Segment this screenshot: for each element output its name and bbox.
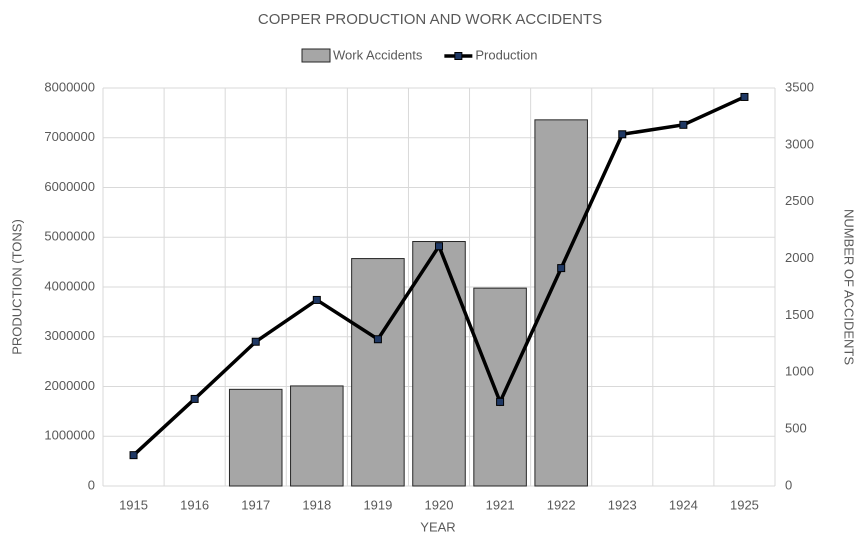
line-marker xyxy=(679,120,688,129)
y-tick-label: 0 xyxy=(88,477,95,492)
y-tick-label: 6000000 xyxy=(44,179,95,194)
y2-tick-label: 0 xyxy=(785,477,792,492)
bar xyxy=(412,241,466,487)
line-marker xyxy=(618,130,627,139)
legend-label: Production xyxy=(475,47,537,62)
legend-marker xyxy=(454,52,463,60)
y2-tick-label: 1000 xyxy=(785,364,814,379)
legend-swatch xyxy=(301,48,331,63)
x-tick-label: 1918 xyxy=(302,497,331,512)
y-tick-label: 5000000 xyxy=(44,229,95,244)
x-tick-label: 1915 xyxy=(119,497,148,512)
line-marker xyxy=(190,394,199,403)
y2-tick-label: 2000 xyxy=(785,250,814,265)
y-tick-label: 3000000 xyxy=(44,328,95,343)
y2-tick-label: 3500 xyxy=(785,79,814,94)
line-marker xyxy=(740,92,749,101)
bar xyxy=(228,388,283,487)
bar xyxy=(534,119,588,487)
y-tick-label: 4000000 xyxy=(44,278,95,293)
line-marker xyxy=(251,337,260,346)
line-marker xyxy=(373,335,382,344)
x-axis-label: YEAR xyxy=(420,519,455,534)
line-marker xyxy=(129,451,138,460)
line-marker xyxy=(496,397,505,406)
x-tick-label: 1917 xyxy=(241,497,270,512)
y-tick-label: 7000000 xyxy=(44,129,95,144)
chart-title: COPPER PRODUCTION AND WORK ACCIDENTS xyxy=(258,11,602,28)
y-tick-label: 1000000 xyxy=(44,428,95,443)
bar xyxy=(351,258,405,487)
line-marker xyxy=(435,242,443,251)
y2-tick-label: 3000 xyxy=(785,136,814,151)
line-marker xyxy=(557,264,566,273)
x-tick-label: 1923 xyxy=(608,497,637,512)
x-tick-label: 1920 xyxy=(425,497,454,512)
y2-tick-label: 500 xyxy=(785,421,807,436)
bar xyxy=(473,287,527,487)
x-tick-label: 1919 xyxy=(363,497,392,512)
x-tick-label: 1924 xyxy=(669,497,698,512)
y-tick-label: 8000000 xyxy=(44,79,95,94)
legend-label: Work Accidents xyxy=(333,47,423,62)
bar xyxy=(290,385,344,487)
y2-tick-label: 2500 xyxy=(785,193,814,208)
x-tick-label: 1925 xyxy=(730,497,759,512)
x-tick-label: 1922 xyxy=(547,497,576,512)
x-tick-label: 1921 xyxy=(486,497,515,512)
y-tick-label: 2000000 xyxy=(44,378,95,393)
y2-tick-label: 1500 xyxy=(785,307,814,322)
y2-axis-label: NUMBER OF ACCIDENTS xyxy=(842,209,857,365)
x-tick-label: 1916 xyxy=(180,497,209,512)
y-axis-label: PRODUCTION (TONS) xyxy=(9,219,24,355)
line-marker xyxy=(312,295,321,304)
